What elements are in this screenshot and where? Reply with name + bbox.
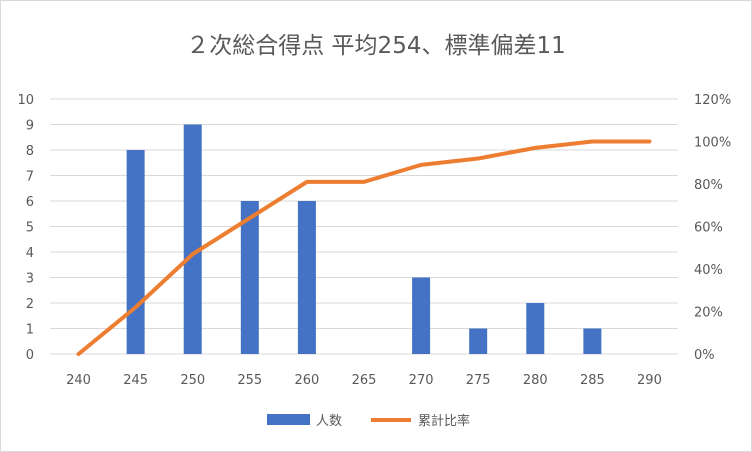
y-left-tick-label: 3 — [26, 272, 34, 287]
gridlines — [50, 98, 678, 355]
y-left-tick-label: 5 — [26, 221, 34, 236]
chart-title: ２次総合得点 平均254、標準偏差11 — [186, 33, 566, 59]
y-left-tick-label: 9 — [26, 119, 34, 134]
y-right-tick-label: 60% — [694, 221, 723, 236]
y-left-tick-label: 10 — [17, 93, 34, 108]
y-right-tick-label: 80% — [694, 178, 723, 193]
legend-label-line: 累計比率 — [418, 413, 470, 429]
y-left-tick-label: 6 — [26, 195, 34, 210]
x-tick-label: 255 — [237, 373, 262, 388]
legend: 人数 累計比率 — [267, 413, 470, 429]
line-series — [76, 139, 652, 356]
x-tick-label: 250 — [180, 373, 205, 388]
x-tick-label: 270 — [409, 373, 434, 388]
legend-label-bar: 人数 — [316, 414, 342, 429]
y-left-tick-label: 7 — [26, 170, 34, 185]
bar — [469, 328, 488, 354]
y-left-tick-label: 1 — [26, 323, 34, 338]
bar — [526, 303, 545, 354]
y-axis-right: 0% 20% 40% 60% 80% 100% 120% — [694, 93, 731, 363]
y-axis-left: 0 1 2 3 4 5 6 7 8 9 10 — [17, 93, 34, 363]
x-tick-label: 285 — [580, 373, 605, 388]
y-left-tick-label: 0 — [26, 348, 34, 363]
x-tick-label: 280 — [523, 373, 548, 388]
x-tick-label: 265 — [352, 373, 377, 388]
bar — [240, 201, 259, 354]
y-right-tick-label: 100% — [694, 136, 731, 151]
bar — [583, 328, 602, 354]
y-right-tick-label: 40% — [694, 263, 723, 278]
bar — [126, 150, 145, 354]
x-axis: 240 245 250 255 260 265 270 275 280 285 290 — [66, 373, 662, 388]
x-tick-label: 275 — [466, 373, 491, 388]
y-left-tick-label: 4 — [26, 246, 34, 261]
x-tick-label: 245 — [123, 373, 148, 388]
line-series-path — [76, 139, 652, 356]
bar-series — [126, 124, 602, 354]
x-tick-label: 240 — [66, 373, 91, 388]
bar — [297, 201, 316, 354]
y-left-tick-label: 8 — [26, 144, 34, 159]
y-left-tick-label: 2 — [26, 297, 34, 312]
bar — [183, 124, 202, 354]
bar — [412, 277, 431, 354]
x-tick-label: 260 — [294, 373, 319, 388]
y-right-tick-label: 0% — [694, 348, 715, 363]
y-right-tick-label: 20% — [694, 306, 723, 321]
legend-swatch-bar — [267, 414, 310, 425]
y-right-tick-label: 120% — [694, 93, 731, 108]
x-tick-label: 290 — [637, 373, 662, 388]
